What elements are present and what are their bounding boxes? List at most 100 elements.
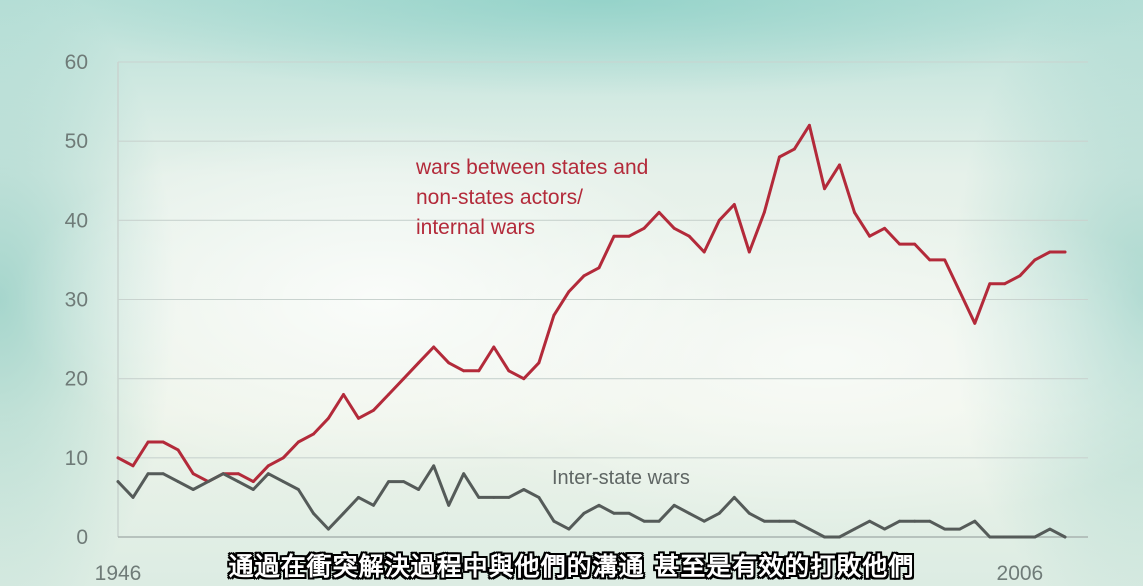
- data-point-0-2004: [988, 282, 992, 286]
- data-point-1-2002: [958, 527, 962, 531]
- data-point-1-1994: [838, 535, 841, 539]
- data-point-1-1974: [537, 496, 541, 499]
- x-tick-label-1946: 1946: [95, 562, 142, 585]
- data-point-1-1959: [312, 511, 315, 515]
- data-point-0-1995: [853, 211, 856, 214]
- data-point-1-1964: [387, 480, 390, 483]
- data-point-0-1984: [687, 234, 691, 238]
- data-point-1-2009: [1063, 535, 1067, 539]
- data-point-0-1967: [432, 345, 436, 349]
- video-subtitle: 通過在衝突解決過程中與他們的溝通 甚至是有效的打敗他們: [228, 552, 915, 581]
- data-point-1-1963: [372, 503, 375, 507]
- data-point-1-1983: [672, 503, 676, 507]
- data-point-0-1969: [462, 369, 466, 373]
- data-point-0-1947: [131, 464, 135, 468]
- data-point-1-1953: [221, 472, 225, 476]
- data-point-0-2009: [1063, 250, 1067, 254]
- y-tick-label-40: 40: [65, 209, 88, 232]
- data-point-1-1992: [808, 527, 811, 531]
- data-point-0-1980: [627, 234, 631, 238]
- data-point-1-1965: [402, 480, 405, 483]
- y-tick-label-0: 0: [76, 526, 88, 549]
- data-point-1-1949: [161, 472, 165, 476]
- series-label-0-line-1: non-states actors/: [416, 186, 583, 209]
- data-point-0-1978: [597, 266, 601, 270]
- data-point-0-1966: [417, 361, 420, 365]
- data-point-0-1956: [266, 464, 270, 468]
- data-point-1-1968: [447, 503, 451, 507]
- data-point-0-1972: [507, 369, 511, 373]
- data-point-1-2005: [1003, 535, 1007, 539]
- data-point-0-1986: [717, 218, 721, 222]
- data-point-0-2000: [928, 258, 932, 262]
- data-point-1-1987: [732, 496, 736, 499]
- data-point-1-1961: [342, 511, 345, 515]
- data-point-0-1989: [762, 211, 766, 214]
- data-point-1-1977: [582, 511, 586, 515]
- data-point-1-2004: [988, 535, 992, 539]
- data-point-1-1952: [206, 480, 210, 483]
- data-point-0-1974: [537, 361, 541, 365]
- data-point-1-1988: [747, 511, 751, 515]
- series-points: [116, 123, 1067, 539]
- data-point-1-1989: [762, 519, 766, 523]
- data-point-1-1982: [657, 519, 661, 523]
- x-tick-label-2006: 2006: [997, 562, 1044, 585]
- data-point-1-1999: [913, 519, 917, 523]
- data-point-0-1948: [146, 440, 150, 444]
- grid-lines: [117, 61, 1088, 538]
- data-point-1-1946: [116, 480, 120, 483]
- y-tick-label-30: 30: [65, 289, 88, 312]
- data-point-1-1986: [717, 511, 721, 515]
- data-point-1-1980: [627, 511, 631, 515]
- data-point-0-1983: [672, 226, 676, 230]
- data-point-0-1994: [838, 163, 841, 167]
- data-point-1-1971: [492, 496, 496, 499]
- data-point-1-2003: [973, 519, 977, 523]
- data-point-1-1948: [146, 472, 150, 476]
- data-point-0-1960: [327, 416, 330, 420]
- data-point-1-1990: [778, 519, 781, 523]
- data-point-1-1962: [357, 496, 360, 499]
- data-point-0-1977: [582, 274, 586, 278]
- data-point-0-1992: [808, 123, 811, 127]
- y-tick-label-10: 10: [65, 447, 88, 470]
- data-point-0-1955: [251, 480, 255, 483]
- data-point-1-1973: [522, 488, 526, 491]
- data-point-0-2008: [1048, 250, 1052, 254]
- data-point-0-1982: [657, 211, 661, 214]
- data-point-0-1999: [913, 242, 917, 246]
- data-point-1-1985: [702, 519, 706, 523]
- data-point-1-1957: [281, 480, 285, 483]
- data-point-1-1951: [191, 488, 195, 491]
- data-point-1-1969: [462, 472, 466, 476]
- data-point-1-2007: [1033, 535, 1037, 539]
- data-point-0-1987: [732, 203, 736, 206]
- data-point-0-2007: [1033, 258, 1037, 262]
- data-point-1-1979: [612, 511, 616, 515]
- data-point-0-1981: [642, 226, 646, 230]
- data-point-0-1951: [191, 472, 195, 476]
- data-point-0-2001: [943, 258, 947, 262]
- data-point-0-1998: [898, 242, 901, 246]
- data-point-0-1985: [702, 250, 706, 254]
- data-point-0-1988: [747, 250, 751, 254]
- y-tick-label-50: 50: [65, 130, 88, 153]
- data-point-1-1955: [251, 488, 255, 491]
- data-point-1-2006: [1018, 535, 1022, 539]
- series-label-0-line-0: wars between states and: [415, 156, 648, 179]
- data-point-1-2001: [943, 527, 947, 531]
- series-label-1-line-0: Inter-state wars: [552, 467, 690, 489]
- data-point-1-1978: [597, 503, 601, 507]
- data-point-1-1976: [567, 527, 571, 531]
- data-point-0-1946: [116, 456, 120, 460]
- data-point-1-1997: [883, 527, 886, 531]
- data-point-0-1976: [567, 290, 571, 293]
- data-point-1-1954: [236, 480, 240, 483]
- series-annotations: wars between states and non-states actors…: [415, 156, 690, 489]
- data-point-0-1996: [868, 234, 871, 238]
- data-point-0-1979: [612, 234, 616, 238]
- data-point-0-1964: [387, 393, 390, 396]
- data-point-1-1970: [477, 496, 481, 499]
